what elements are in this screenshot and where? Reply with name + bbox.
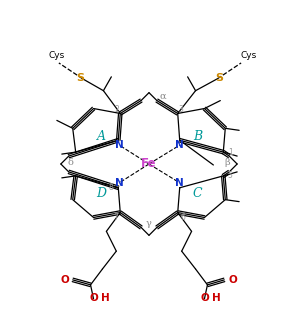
Text: Cys: Cys [49, 51, 65, 60]
Text: H: H [102, 293, 110, 303]
Text: H: H [213, 293, 221, 303]
Text: δ: δ [68, 157, 74, 167]
Text: 2: 2 [115, 105, 120, 114]
Text: N: N [175, 140, 184, 150]
Text: O: O [200, 293, 209, 303]
Text: Fe: Fe [141, 157, 157, 170]
Text: N: N [115, 178, 124, 188]
Text: 3: 3 [178, 105, 183, 114]
Text: γ: γ [146, 219, 152, 228]
Text: β: β [224, 157, 230, 167]
Text: 8: 8 [109, 183, 114, 192]
Text: 5: 5 [228, 171, 233, 180]
Text: S: S [215, 73, 223, 83]
Text: α: α [160, 92, 166, 101]
Text: B: B [193, 130, 202, 143]
Text: A: A [97, 130, 106, 143]
Text: Cys: Cys [241, 51, 257, 60]
Text: D: D [96, 187, 107, 200]
Text: N: N [115, 140, 124, 150]
Text: 7: 7 [113, 213, 118, 222]
Text: S: S [77, 73, 85, 83]
Text: O: O [228, 275, 237, 285]
Text: 6: 6 [180, 213, 185, 222]
Text: O: O [89, 293, 98, 303]
Text: 1: 1 [228, 148, 233, 156]
Text: O: O [60, 275, 69, 285]
Text: N: N [175, 178, 184, 188]
Text: C: C [193, 187, 202, 200]
